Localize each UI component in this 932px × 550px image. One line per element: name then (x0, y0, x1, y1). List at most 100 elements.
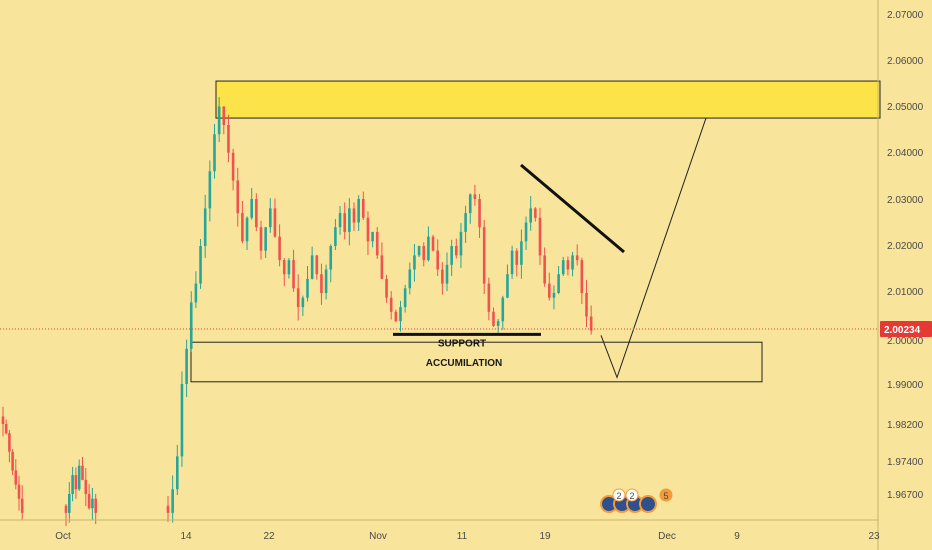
candle-body (408, 269, 412, 289)
candle-body (91, 498, 94, 509)
candle-body (334, 227, 337, 246)
candle-body (255, 199, 258, 228)
candle-body (278, 236, 281, 261)
price-tick-label: 2.04000 (887, 148, 924, 159)
time-axis[interactable]: Oct 14 22 Nov 11 19 Dec 9 23 (55, 531, 880, 542)
candle-body (245, 217, 249, 242)
candle-body (194, 283, 198, 303)
candle-body (71, 475, 74, 494)
price-axis[interactable]: 2.07000 2.06000 2.05000 2.04000 2.03000 2.020… (887, 10, 924, 501)
candle-body (180, 384, 184, 457)
candle-body (189, 302, 193, 349)
candle-body (422, 246, 426, 261)
candle-body (464, 213, 467, 232)
candle-body (320, 274, 323, 293)
candle-body (241, 213, 244, 242)
candle-body (94, 498, 97, 513)
price-tick-label: 2.06000 (887, 56, 924, 67)
price-tick-label: 2.02000 (887, 241, 924, 252)
candle-body (264, 227, 267, 251)
time-tick-label: 23 (868, 531, 880, 542)
candle-body (473, 194, 477, 199)
event-badge-count: 2 (616, 491, 621, 501)
candle-body (552, 293, 556, 298)
price-tick-label: 1.97400 (887, 457, 924, 468)
candle-body (575, 255, 579, 261)
candle-body (259, 227, 263, 251)
candle-body (362, 199, 365, 218)
candle-body (357, 199, 360, 223)
candle-body (222, 106, 226, 125)
candle-body (403, 288, 407, 308)
zones-layer: ACCUMILATION (190, 80, 881, 383)
candle-body (417, 246, 421, 256)
price-tick-label: 2.07000 (887, 10, 924, 21)
candle-body (8, 433, 11, 452)
candle-body (236, 180, 240, 214)
candle-body (487, 283, 491, 312)
candle-body (506, 274, 509, 298)
candle-body (282, 260, 286, 275)
price-tick-label: 1.96700 (887, 490, 924, 501)
candle-body (455, 246, 458, 256)
candle-body (338, 213, 342, 228)
price-tick-label: 1.98200 (887, 420, 924, 431)
last-price-marker: 2.00234 (0, 321, 932, 338)
candle-body (371, 231, 374, 242)
forecast-path[interactable] (600, 117, 707, 379)
candle-body (492, 311, 495, 326)
candle-body (482, 227, 486, 284)
resistance-zone[interactable] (215, 80, 881, 119)
candle-body (296, 288, 300, 308)
candle-body (380, 255, 384, 279)
candle-body (4, 424, 8, 434)
candle-body (538, 217, 542, 256)
candle-body (1, 416, 5, 424)
candle-body (589, 316, 593, 331)
candle-body (534, 208, 537, 218)
candle-body (81, 465, 84, 480)
trend-line[interactable] (520, 163, 625, 254)
drawings-layer: SUPPORT (393, 117, 707, 379)
event-badge-count: 2 (629, 491, 634, 501)
candle-body (571, 255, 574, 270)
candle-body (427, 236, 430, 261)
candle-body (310, 255, 314, 279)
time-tick-label: Oct (55, 531, 71, 542)
candle-body (366, 217, 370, 242)
candle-body (14, 470, 18, 485)
candle-body (324, 269, 328, 293)
candle-body (199, 246, 202, 284)
candle-body (301, 297, 305, 308)
accumulation-zone[interactable] (190, 341, 763, 383)
candle-body (185, 348, 188, 384)
candle-body (20, 498, 24, 513)
candle-body (561, 260, 565, 275)
candle-body (436, 250, 439, 270)
candle-body (227, 125, 230, 153)
candle-body (213, 134, 216, 172)
candle-body (17, 484, 21, 499)
last-price-label-bg (880, 321, 932, 338)
candle-body (543, 255, 546, 284)
candle-body (524, 222, 528, 242)
candles-layer (1, 96, 593, 527)
candle-body (217, 106, 221, 135)
candle-body (231, 152, 235, 181)
candle-body (580, 260, 584, 293)
candle-body (548, 283, 551, 298)
candle-body (375, 231, 379, 256)
candle-body (87, 494, 91, 509)
price-tick-label: 2.00000 (887, 336, 924, 347)
candle-body (329, 246, 333, 270)
candle-body (445, 264, 449, 284)
candle-body (557, 274, 560, 293)
candle-body (64, 505, 68, 513)
candle-body (250, 199, 253, 218)
price-tick-label: 2.05000 (887, 102, 924, 113)
event-badge-icon[interactable] (639, 495, 657, 513)
event-badge-count-bg (659, 488, 673, 502)
